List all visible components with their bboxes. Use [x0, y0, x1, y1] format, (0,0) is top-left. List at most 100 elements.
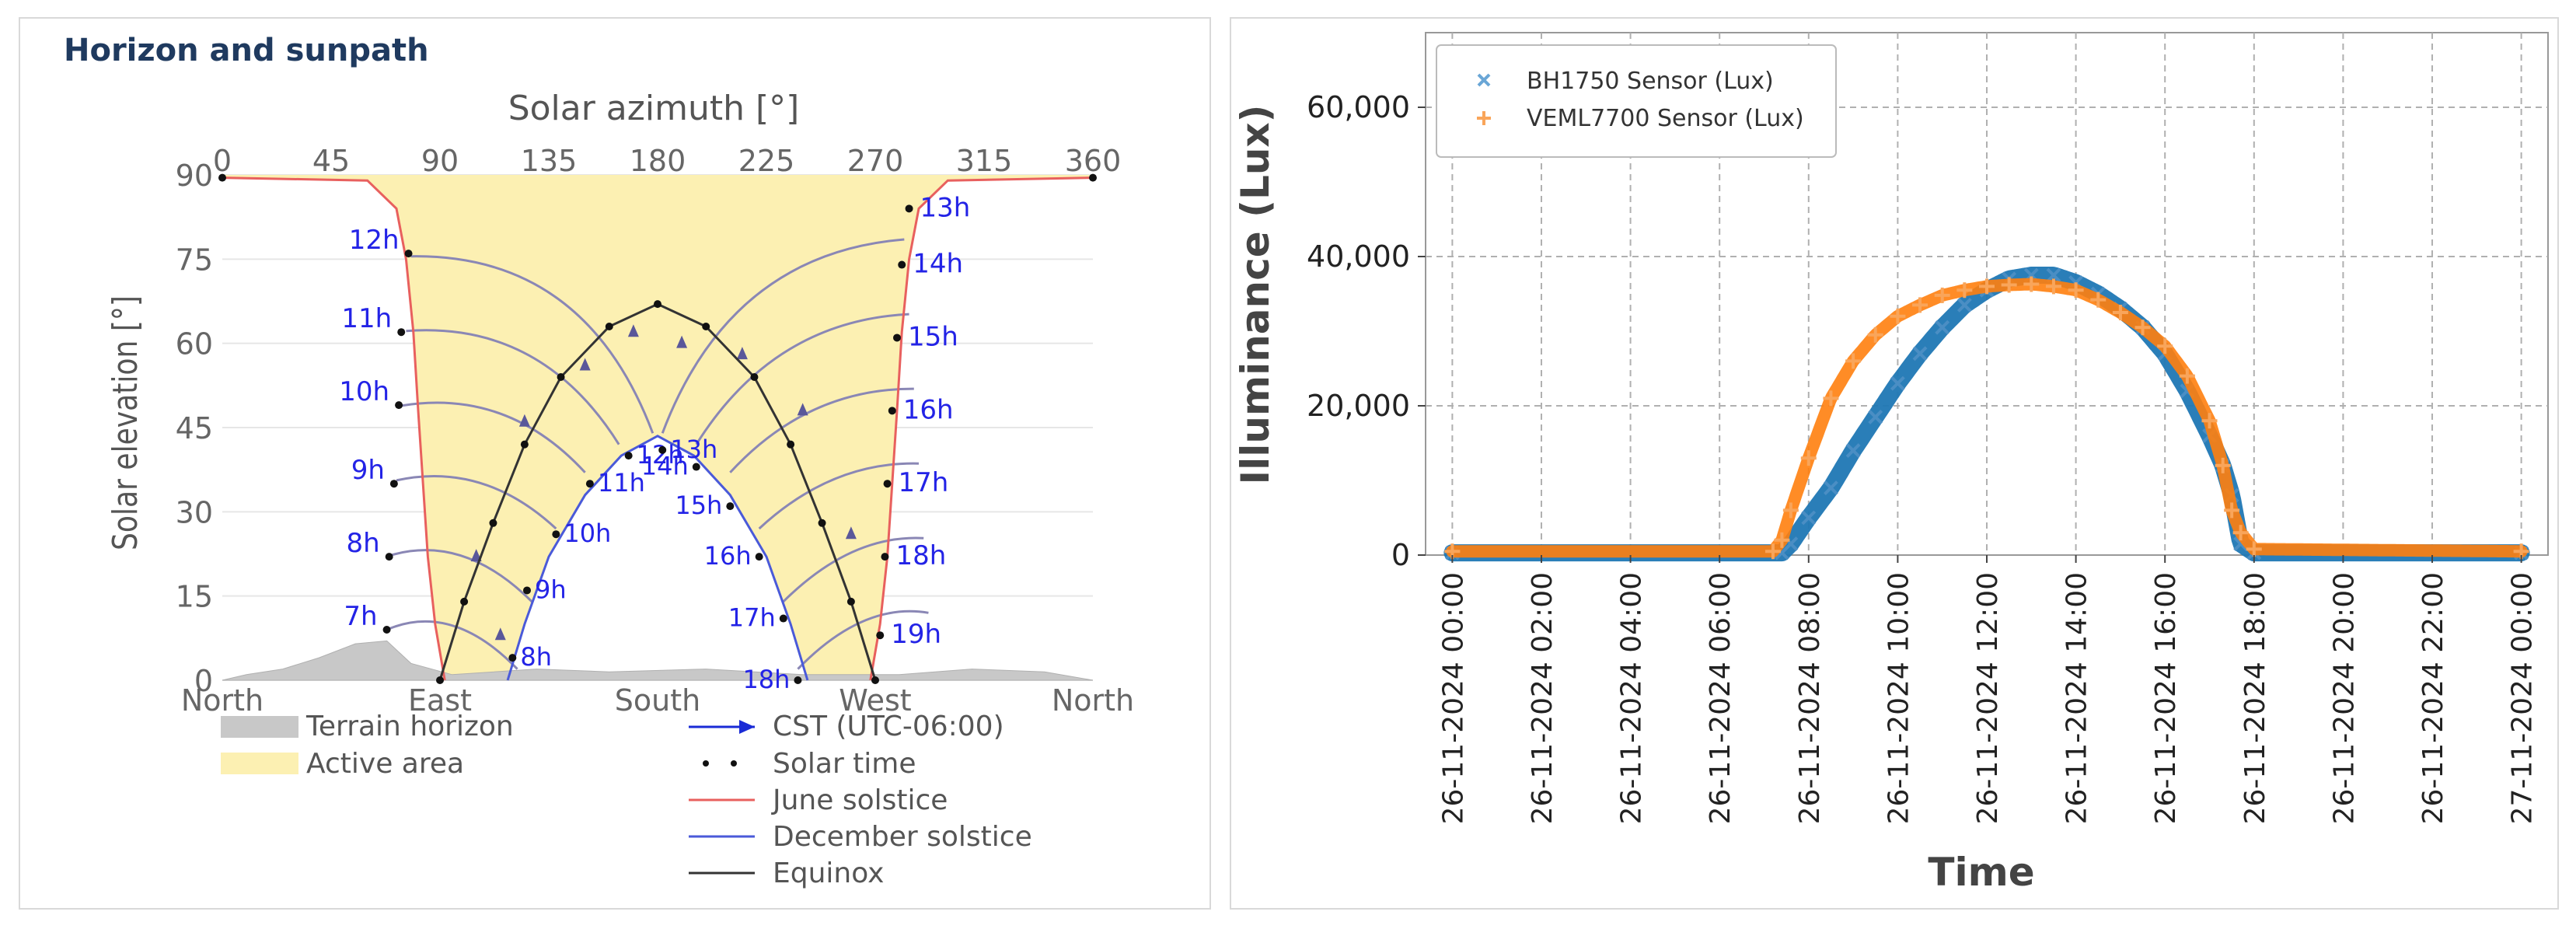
- sunpath-chart: Solar azimuth [°] Solar elevation [°] 0 1…: [106, 89, 1135, 889]
- veml7700-data-point: [2023, 276, 2040, 292]
- equinox-solar-time-dot: [520, 440, 529, 449]
- veml7700-data-point: [1956, 282, 1973, 299]
- bh1750-marker-stroke: [1845, 443, 1861, 459]
- june-solstice-west-line: [869, 176, 1094, 681]
- y-tick-label: 0: [194, 664, 213, 698]
- veml7700-data-point: [1979, 278, 1995, 295]
- june-hour-label: 14h: [913, 249, 963, 280]
- x-tick-label: 26-11-2024 06:00: [1705, 572, 1737, 824]
- legend-box: [1436, 44, 1837, 158]
- equinox-solar-time-dot: [605, 323, 613, 330]
- december-hour-label: 11h: [598, 468, 645, 498]
- bh1750-data-point: [1956, 297, 1972, 313]
- veml7700-data-point: [1890, 308, 1906, 324]
- bh1750-marker-stroke: [1783, 536, 1799, 552]
- june-hour-label: 11h: [341, 303, 392, 334]
- bh1750-data-point: [1845, 443, 1861, 459]
- december-hour-label: 9h: [535, 575, 567, 604]
- bh1750-marker-stroke: [1912, 346, 1928, 361]
- legend-june-label: June solstice: [771, 784, 948, 816]
- north-pole-dot: [1089, 173, 1097, 182]
- bh1750-marker-stroke: [1935, 320, 1950, 335]
- december-hour-dot: [508, 654, 517, 662]
- elevation-axis-title: Solar elevation [°]: [106, 295, 145, 550]
- veml7700-data-point: [2246, 541, 2262, 557]
- y-tick-label: 15: [176, 580, 213, 614]
- june-hour-dot: [404, 250, 413, 258]
- veml7700-data-point: [2157, 338, 2173, 354]
- bh1750-marker-stroke: [1890, 375, 1905, 391]
- x-tick-label-top: 225: [738, 144, 795, 178]
- hour-analemma-west: [782, 536, 924, 602]
- illuminance-chart: 0 20,000 40,000 60,000 26-11-2024 00:00 26-1…: [1233, 32, 2549, 895]
- legend-veml7700-marker: [1477, 111, 1491, 125]
- december-hour-dot: [624, 452, 633, 460]
- equinox-solar-time-dot: [489, 519, 497, 527]
- legend-cst-label: CST (UTC-06:00): [773, 711, 1004, 742]
- june-hour-dot: [881, 553, 889, 561]
- x-tick-label-top: 135: [521, 144, 578, 178]
- compass-tick-label: North: [1052, 683, 1134, 718]
- compass-tick-label: East: [408, 683, 472, 718]
- legend-active-label: Active area: [306, 748, 464, 780]
- december-hour-dot: [726, 502, 735, 511]
- bh1750-marker-stroke: [1868, 409, 1883, 424]
- equinox-solar-time-dot: [871, 676, 879, 684]
- x-tick-label: 26-11-2024 20:00: [2328, 572, 2360, 824]
- june-hour-label: 9h: [351, 455, 385, 486]
- sunpath-legend: Terrain horizon Active area CST (UTC-06:…: [221, 711, 1032, 889]
- december-hour-dot: [658, 445, 667, 454]
- december-solstice-line: [506, 435, 809, 681]
- x-tick-label: 26-11-2024 22:00: [2417, 572, 2449, 824]
- direction-arrow: [518, 414, 530, 427]
- x-tick-label: 26-11-2024 14:00: [2061, 572, 2093, 824]
- june-hour-label: 19h: [891, 619, 941, 650]
- direction-arrow: [627, 324, 639, 337]
- panel-title: Horizon and sunpath: [64, 33, 429, 68]
- illuminance-panel: 0 20,000 40,000 60,000 26-11-2024 00:00 26-1…: [1230, 17, 2559, 910]
- x-tick-label: 26-11-2024 08:00: [1794, 572, 1826, 824]
- equinox-solar-time-dot: [818, 519, 826, 527]
- x-tick-label: 26-11-2024 00:00: [1437, 572, 1469, 824]
- bh1750-data-point: [1801, 510, 1817, 526]
- hour-analemma-east: [400, 401, 586, 473]
- december-hour-dot: [523, 586, 531, 595]
- y-tick-label: 75: [176, 243, 213, 277]
- june-hour-dot: [893, 334, 901, 342]
- equinox-solar-time-dot: [557, 373, 565, 381]
- y-tick-label: 40,000: [1307, 239, 1410, 274]
- bh1750-data-point: [1868, 409, 1883, 424]
- veml7700-data-point: [1912, 297, 1929, 313]
- december-hour-label: 8h: [520, 642, 552, 672]
- june-hour-label: 16h: [903, 394, 954, 425]
- direction-arrow: [845, 526, 857, 540]
- june-solstice-east-line: [222, 176, 446, 681]
- veml7700-data-point: [1782, 502, 1799, 519]
- direction-arrow: [676, 335, 688, 348]
- bh1750-data-point: [2046, 267, 2061, 283]
- x-tick-label: 26-11-2024 18:00: [2239, 572, 2271, 824]
- legend-terrain-label: Terrain horizon: [305, 711, 514, 742]
- june-hour-dot: [389, 480, 398, 488]
- hour-analemma-east: [396, 475, 557, 530]
- june-hour-dot: [898, 260, 906, 269]
- x-axis-title: Time: [1928, 850, 2034, 895]
- equinox-solar-time-dot: [460, 597, 469, 606]
- june-hour-label: 15h: [908, 321, 958, 352]
- december-hour-dot: [755, 553, 763, 561]
- equinox-solar-time-dot: [436, 676, 444, 684]
- equinox-solar-time-dot: [846, 597, 855, 606]
- veml7700-data-point: [1800, 450, 1817, 466]
- legend-december-label: December solstice: [773, 821, 1032, 853]
- equinox-solar-time-dot: [750, 373, 759, 381]
- sunpath-panel: Horizon and sunpath Solar azimuth [°] So…: [19, 17, 1211, 910]
- y-axis-title: Illuminance (Lux): [1233, 104, 1278, 484]
- june-hour-label: 17h: [899, 467, 949, 498]
- equinox-solar-time-dot: [787, 440, 795, 449]
- y-tick-label: 60,000: [1307, 90, 1410, 124]
- compass-tick-label: South: [615, 683, 700, 718]
- illuminance-legend: BH1750 Sensor (Lux) VEML7700 Sensor (Lux…: [1436, 44, 1837, 158]
- hour-analemma-east: [406, 329, 620, 445]
- veml7700-data-point: [1823, 390, 1839, 407]
- x-tick-label: 26-11-2024 12:00: [1972, 572, 2004, 824]
